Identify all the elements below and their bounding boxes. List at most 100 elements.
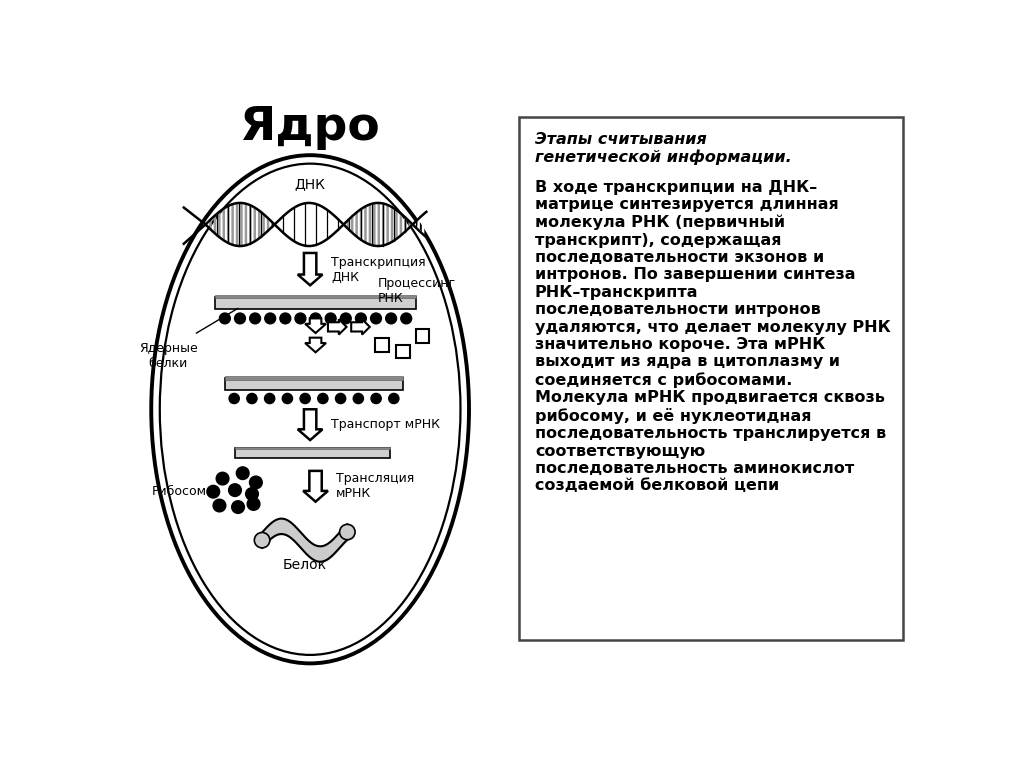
Polygon shape [241,203,242,246]
Circle shape [219,313,230,324]
Polygon shape [276,222,278,227]
Circle shape [310,313,321,324]
Polygon shape [259,210,260,239]
Polygon shape [334,216,335,234]
Circle shape [234,313,246,324]
FancyArrow shape [305,318,326,333]
Polygon shape [374,203,375,245]
Circle shape [389,393,399,403]
Circle shape [254,532,270,548]
Polygon shape [299,205,300,244]
Text: Рибосомы: Рибосомы [152,486,216,499]
Polygon shape [387,205,388,244]
Text: ДНК: ДНК [295,177,326,192]
Text: Ядро: Ядро [240,105,381,150]
Polygon shape [246,203,247,245]
Polygon shape [281,217,282,232]
Polygon shape [272,222,273,227]
Circle shape [295,313,306,324]
Circle shape [400,313,412,324]
Bar [396,344,410,358]
Polygon shape [391,207,392,242]
Polygon shape [263,214,264,235]
Polygon shape [343,224,344,225]
Bar [225,376,403,380]
Bar [215,297,417,309]
Circle shape [336,393,346,403]
Bar [225,378,403,390]
Polygon shape [396,209,397,239]
Ellipse shape [152,155,469,663]
Circle shape [216,472,229,485]
Circle shape [247,498,260,510]
Polygon shape [210,219,211,230]
Polygon shape [227,206,228,243]
Bar [375,338,389,352]
Polygon shape [232,204,233,245]
Circle shape [213,499,226,512]
Text: Транскрипция
ДНК: Транскрипция ДНК [331,256,426,284]
Circle shape [340,313,351,324]
Polygon shape [351,216,352,233]
Circle shape [265,313,275,324]
Polygon shape [311,203,313,246]
Polygon shape [325,209,327,241]
Polygon shape [414,222,415,226]
Circle shape [386,313,396,324]
Polygon shape [360,209,361,240]
Polygon shape [423,214,424,235]
Polygon shape [404,217,406,232]
Ellipse shape [160,163,461,655]
Circle shape [353,393,364,403]
Polygon shape [307,203,308,246]
Polygon shape [214,215,215,234]
Polygon shape [347,220,348,229]
Text: В ходе транскрипции на ДНК–
матрице синтезируется длинная
молекула РНК (первичны: В ходе транскрипции на ДНК– матрице синт… [535,179,891,493]
Text: Этапы считывания
генетической информации.: Этапы считывания генетической информации… [535,132,792,165]
Bar [416,329,429,343]
Polygon shape [418,218,419,231]
Circle shape [250,313,260,324]
Polygon shape [219,212,220,238]
Circle shape [371,393,381,403]
Circle shape [247,393,257,403]
Circle shape [283,393,293,403]
Text: Трансляция
мРНК: Трансляция мРНК [336,472,414,500]
Polygon shape [267,218,268,232]
Polygon shape [290,210,291,239]
Polygon shape [250,205,251,244]
FancyArrow shape [305,337,326,352]
Polygon shape [370,204,371,245]
Polygon shape [206,223,207,225]
Polygon shape [410,221,411,228]
Polygon shape [383,203,384,245]
Bar [234,448,390,458]
FancyArrow shape [328,319,346,334]
Bar [234,446,390,449]
Circle shape [237,467,249,479]
Polygon shape [321,206,322,243]
Polygon shape [378,203,379,246]
Polygon shape [400,213,401,236]
Circle shape [250,476,262,489]
FancyArrow shape [351,319,370,334]
Polygon shape [294,207,295,242]
Polygon shape [303,203,304,245]
FancyBboxPatch shape [519,117,903,640]
Circle shape [228,484,242,496]
FancyArrow shape [298,410,323,440]
Polygon shape [338,219,340,229]
Circle shape [317,393,328,403]
Polygon shape [223,208,224,241]
Polygon shape [237,203,238,246]
FancyArrow shape [298,253,323,285]
Circle shape [264,393,274,403]
Text: Процессинг
РНК: Процессинг РНК [378,278,456,305]
FancyArrow shape [303,471,328,502]
Circle shape [340,525,355,540]
Circle shape [355,313,367,324]
Circle shape [207,486,219,498]
Polygon shape [356,212,357,237]
Circle shape [371,313,381,324]
Polygon shape [286,213,287,235]
